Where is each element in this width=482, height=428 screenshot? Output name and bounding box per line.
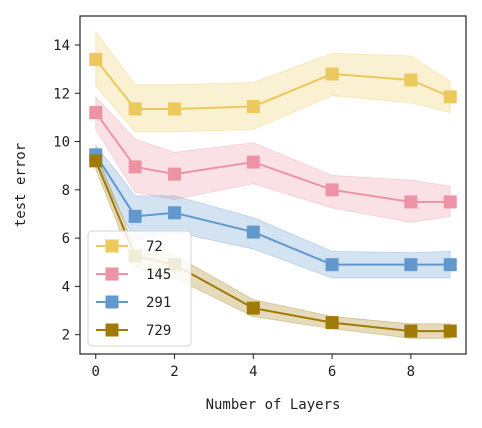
point-series-729 [325, 316, 339, 330]
point-series-291 [325, 258, 339, 272]
point-series-72 [325, 67, 339, 81]
point-series-145 [89, 106, 103, 120]
point-series-145 [404, 195, 418, 209]
y-tick-label: 6 [62, 231, 70, 247]
point-series-729 [89, 154, 103, 168]
legend-marker-145 [105, 267, 119, 281]
point-series-291 [404, 258, 418, 272]
plot-frame [79, 15, 467, 355]
point-series-72 [443, 90, 457, 104]
y-tick-label: 4 [62, 279, 70, 295]
y-axis-ticks: 2 4 6 8 10 12 14 [53, 38, 80, 344]
y-tick-label: 10 [53, 135, 70, 151]
point-series-729 [443, 324, 457, 338]
y-axis-label: test error [13, 143, 29, 227]
point-series-145 [246, 155, 260, 169]
y-tick-label: 14 [53, 38, 70, 54]
point-series-145 [128, 160, 142, 174]
y-tick-label: 8 [62, 183, 70, 199]
legend-marker-72 [105, 239, 119, 253]
point-series-729 [246, 301, 260, 315]
point-series-72 [128, 102, 142, 116]
point-series-145 [443, 195, 457, 209]
legend-marker-291 [105, 295, 119, 309]
point-series-145 [325, 183, 339, 197]
point-series-72 [246, 100, 260, 114]
x-tick-label: 2 [170, 364, 178, 380]
point-series-145 [168, 167, 182, 181]
point-series-291 [443, 258, 457, 272]
x-tick-label: 4 [249, 364, 257, 380]
point-series-291 [246, 225, 260, 239]
x-tick-label: 6 [328, 364, 336, 380]
point-series-72 [168, 102, 182, 116]
legend-box [87, 230, 192, 347]
point-series-291 [168, 206, 182, 220]
band-series-145 [95, 95, 451, 223]
y-tick-label: 2 [62, 328, 70, 344]
legend-marker-729 [105, 323, 119, 337]
band-series-72 [95, 30, 451, 133]
point-series-72 [89, 52, 103, 66]
legend-label-291: 291 [146, 295, 171, 311]
legend-label-145: 145 [146, 267, 171, 283]
x-axis-label: Number of Layers [206, 397, 341, 413]
point-series-72 [404, 73, 418, 87]
x-tick-label: 8 [407, 364, 415, 380]
x-tick-label: 0 [92, 364, 100, 380]
legend-label-729: 729 [146, 323, 171, 339]
point-series-291 [128, 209, 142, 223]
legend-label-72: 72 [146, 239, 163, 255]
legend: 72 145 291 729 [87, 230, 192, 347]
point-series-729 [404, 324, 418, 338]
x-axis-ticks: 0 2 4 6 8 [92, 354, 415, 380]
y-tick-label: 12 [53, 86, 70, 102]
